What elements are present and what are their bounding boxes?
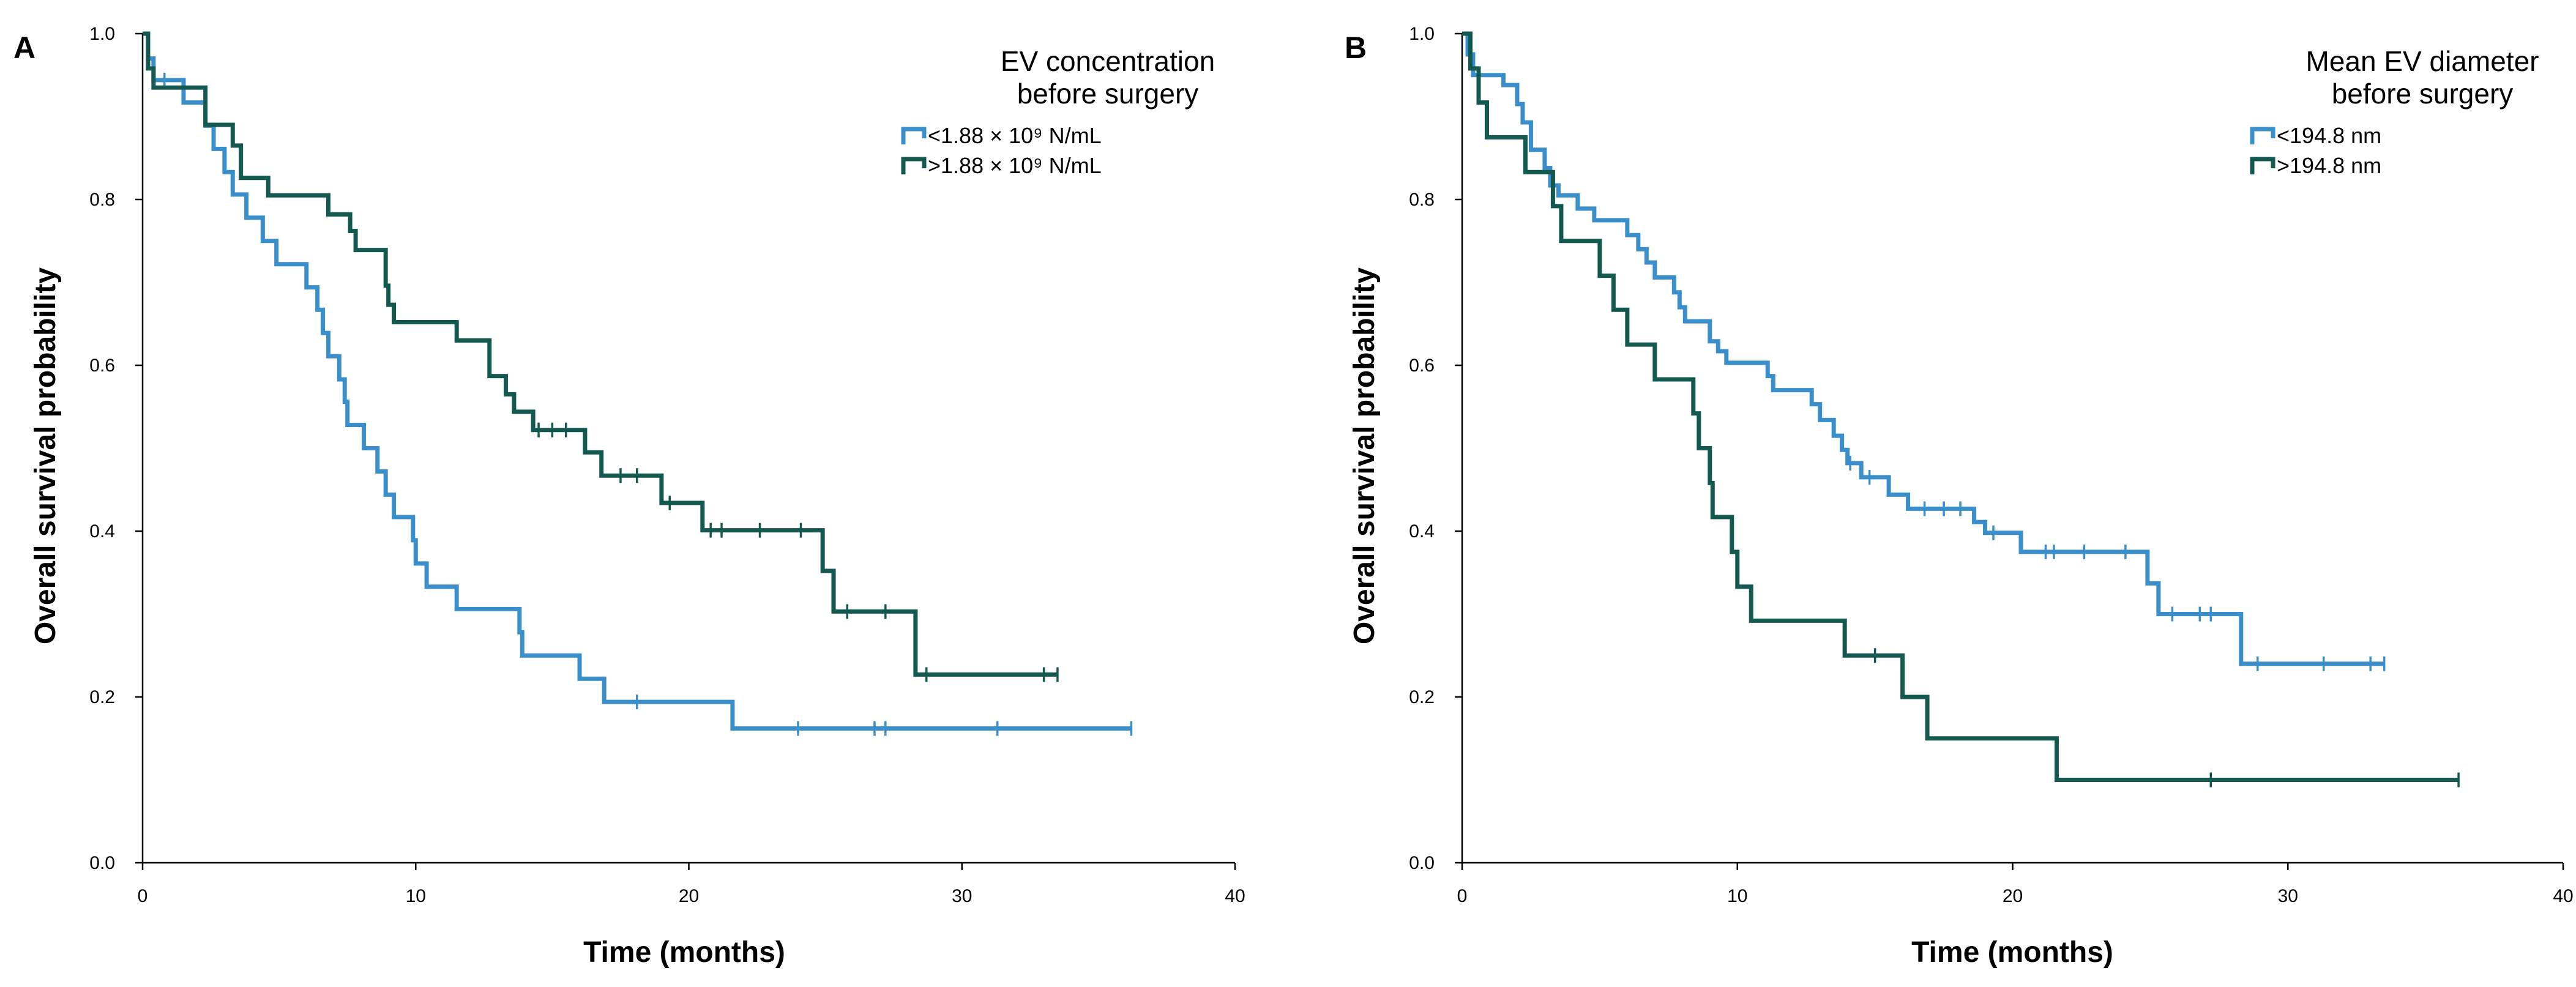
- legend-title-line-2: before surgery: [2332, 78, 2514, 110]
- legend-title-line-1: Mean EV diameter: [2306, 45, 2539, 77]
- y-tick-label: 0.0: [1409, 853, 1435, 873]
- y-tick-label: 0.4: [1409, 521, 1435, 542]
- plot-area: 0.0 0.2 0.4 0.6 0.8 1.0 0 10 20 30 40: [1409, 24, 2573, 906]
- y-tick-label: 0.6: [1409, 356, 1435, 376]
- x-axis-title: Time (months): [1911, 936, 2113, 969]
- x-tick-label: 20: [2003, 886, 2023, 906]
- y-tick-label: 0.0: [89, 853, 115, 873]
- x-tick-label: 30: [2278, 886, 2298, 906]
- legend-swatch-low: [901, 127, 927, 144]
- y-tick-label: 0.8: [1409, 190, 1435, 210]
- legend-swatch-large: [2250, 157, 2275, 174]
- legend-entry-high: >1.88 × 10⁹ N/mL: [928, 153, 1102, 178]
- x-tick-label: 20: [679, 886, 699, 906]
- y-tick-label: 0.8: [89, 190, 115, 210]
- y-axis-title: Overall survival probability: [29, 267, 62, 645]
- y-tick-label: 0.4: [89, 521, 115, 542]
- legend-swatch-small: [2250, 127, 2275, 144]
- x-tick-label: 40: [1225, 886, 1245, 906]
- panel-label: B: [1345, 31, 1367, 65]
- plot-area: 0.0 0.2 0.4 0.6 0.8 1.0 0 10 20 30 40: [89, 24, 1245, 906]
- y-axis-title: Overall survival probability: [1348, 267, 1381, 645]
- y-tick-label: 0.2: [1409, 687, 1435, 707]
- x-tick-label: 40: [2553, 886, 2573, 906]
- survival-curve-2: [143, 31, 1058, 677]
- legend-entry-large: >194.8 nm: [2277, 153, 2381, 178]
- x-tick-label: 0: [1457, 886, 1468, 906]
- legend-title-line-2: before surgery: [1017, 78, 1199, 110]
- x-tick-label: 10: [1727, 886, 1747, 906]
- panel-label: A: [13, 31, 35, 65]
- chart-panel-a: A Overall survival probability Time (mon…: [13, 24, 1245, 969]
- x-tick-label: 0: [138, 886, 148, 906]
- legend-entry-low: <1.88 × 10⁹ N/mL: [928, 123, 1102, 148]
- survival-curve-1: [143, 31, 1132, 731]
- y-tick-label: 1.0: [1409, 24, 1435, 44]
- legend-title-line-1: EV concentration: [1001, 45, 1215, 77]
- legend-swatch-high: [901, 157, 927, 174]
- legend-entry-small: <194.8 nm: [2277, 123, 2381, 148]
- km-chart-b: B Overall survival probability Time (mon…: [1345, 24, 2574, 969]
- chart-panel-b: B Overall survival probability Time (mon…: [1322, 0, 2576, 987]
- x-axis-title: Time (months): [583, 936, 785, 969]
- survival-curve-1: [1462, 31, 2384, 666]
- survival-curve-2: [1462, 31, 2459, 782]
- y-tick-label: 1.0: [89, 24, 115, 44]
- x-tick-label: 10: [406, 886, 426, 906]
- y-tick-label: 0.6: [89, 356, 115, 376]
- km-chart-a: A Overall survival probability Time (mon…: [13, 24, 1245, 969]
- x-tick-label: 30: [952, 886, 972, 906]
- y-tick-label: 0.2: [89, 687, 115, 707]
